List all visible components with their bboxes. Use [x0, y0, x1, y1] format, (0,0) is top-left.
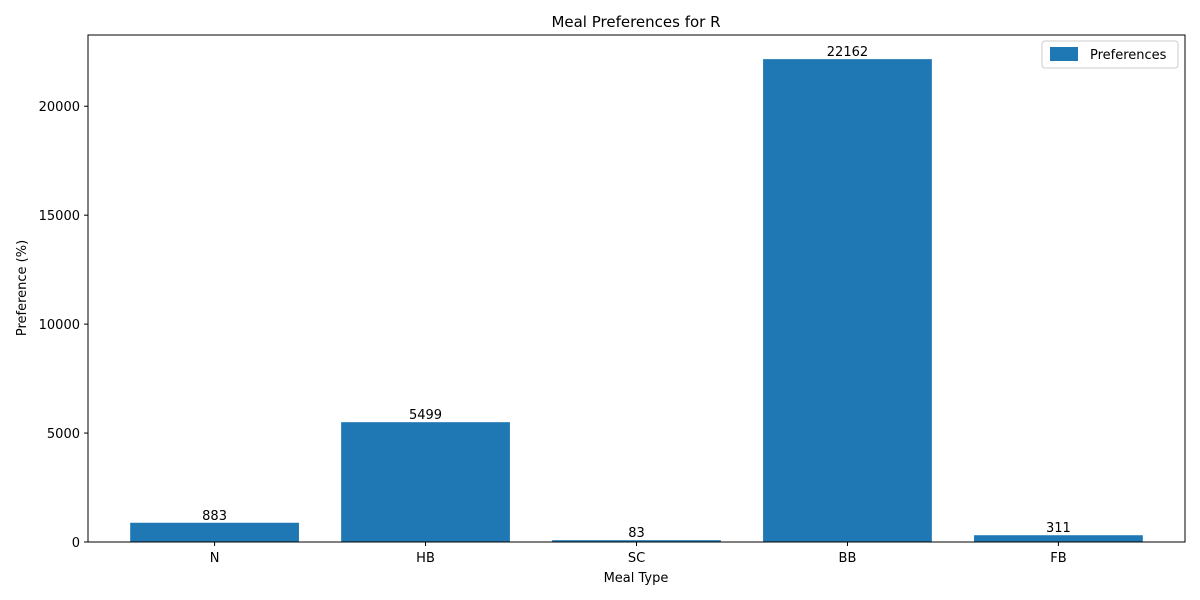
x-tick-label: BB: [839, 551, 857, 566]
bar-fb: [974, 535, 1143, 542]
bar-value-label: 883: [202, 509, 227, 524]
bar-hb: [341, 422, 510, 542]
y-tick-label: 20000: [39, 100, 80, 115]
legend: Preferences: [1041, 40, 1179, 69]
x-tick-label: HB: [416, 551, 435, 566]
value-labels-group: 883 5499 83 22162 311: [202, 45, 1071, 541]
x-tick-label: FB: [1050, 551, 1066, 566]
legend-swatch: [1050, 47, 1078, 61]
legend-label: Preferences: [1090, 48, 1167, 63]
y-tick-label: 0: [72, 536, 80, 551]
x-axis-label: Meal Type: [604, 571, 669, 586]
plot-frame: [87, 34, 1186, 543]
y-tick-label: 10000: [39, 318, 80, 333]
y-axis-label: Preference (%): [15, 240, 30, 336]
bars-group: [130, 59, 1143, 543]
bar-value-label: 22162: [827, 45, 868, 60]
x-tick-label: N: [210, 551, 220, 566]
x-axis-ticks: N HB SC BB FB: [210, 542, 1067, 566]
x-tick-label: SC: [628, 551, 645, 566]
y-axis-ticks: 0 5000 10000 15000 20000: [39, 100, 88, 551]
bar-n: [130, 522, 299, 542]
bar-value-label: 311: [1046, 521, 1071, 536]
bar-bb: [763, 59, 932, 543]
y-tick-label: 5000: [47, 427, 80, 442]
chart-title: Meal Preferences for R: [551, 13, 720, 31]
bar-sc: [552, 540, 721, 542]
bar-value-label: 5499: [409, 408, 442, 423]
y-tick-label: 15000: [39, 209, 80, 224]
bar-value-label: 83: [628, 526, 645, 541]
